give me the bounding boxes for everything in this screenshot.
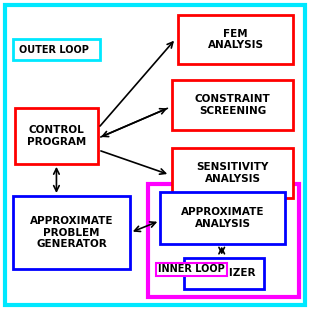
Bar: [15, 108, 98, 164]
Bar: [184, 257, 263, 290]
Bar: [172, 80, 293, 130]
Text: OPTIMIZER: OPTIMIZER: [192, 268, 256, 279]
Text: OUTER LOOP: OUTER LOOP: [19, 46, 89, 56]
Bar: [13, 196, 130, 270]
Bar: [172, 148, 293, 198]
Text: SENSITIVITY
ANALYSIS: SENSITIVITY ANALYSIS: [197, 162, 269, 184]
Text: INNER LOOP: INNER LOOP: [158, 265, 225, 275]
Bar: [178, 15, 293, 64]
Text: APPROXIMATE
PROBLEM
GENERATOR: APPROXIMATE PROBLEM GENERATOR: [30, 216, 113, 249]
Text: FEM
ANALYSIS: FEM ANALYSIS: [208, 29, 264, 50]
Bar: [13, 38, 100, 61]
Bar: [148, 184, 299, 297]
Text: CONTROL
PROGRAM: CONTROL PROGRAM: [27, 125, 86, 147]
Bar: [160, 192, 285, 244]
Text: CONSTRAINT
SCREENING: CONSTRAINT SCREENING: [195, 95, 271, 116]
Text: APPROXIMATE
ANALYSIS: APPROXIMATE ANALYSIS: [181, 207, 264, 228]
